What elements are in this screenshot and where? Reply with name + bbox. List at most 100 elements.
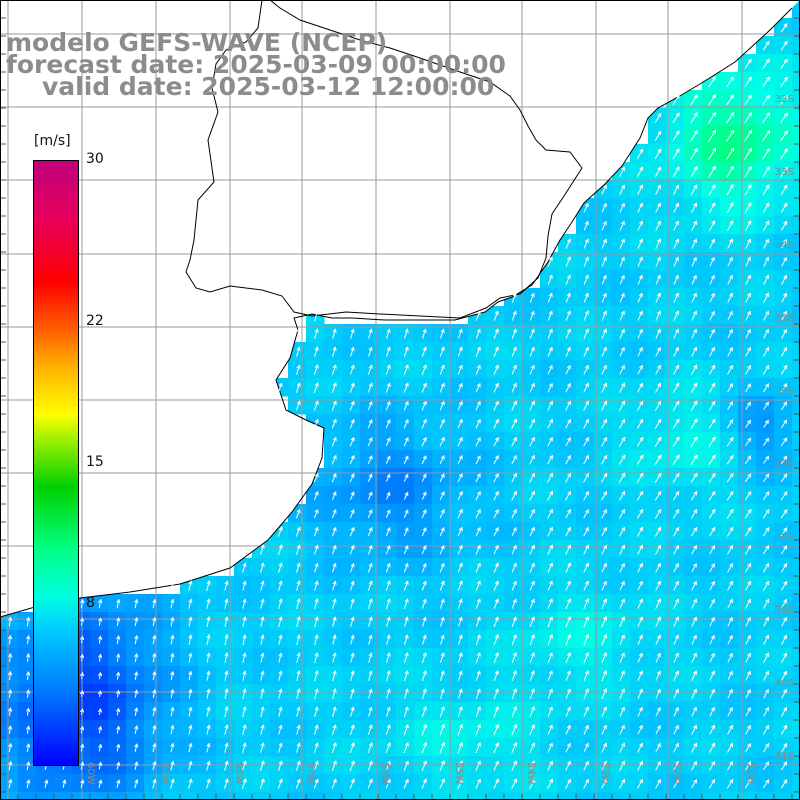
arrow-shaft [421, 706, 427, 718]
arrow-head [748, 111, 753, 117]
arrow-head [657, 436, 662, 441]
field-cell [774, 576, 793, 595]
wind-arrow [655, 310, 661, 321]
arrow-head [512, 328, 517, 333]
arrow-head [639, 760, 643, 765]
arrow-head [458, 328, 463, 334]
arrow-head [494, 310, 499, 315]
wind-arrow [547, 436, 553, 447]
arrow-head [170, 616, 175, 622]
arrow-shaft [332, 581, 336, 591]
arrow-shaft [655, 581, 661, 591]
arrow-shaft [457, 778, 463, 790]
field-cell [540, 450, 559, 469]
wind-arrow [98, 617, 103, 626]
arrow-shaft [278, 599, 282, 609]
wind-arrow [762, 166, 770, 178]
field-cell [540, 414, 559, 433]
arrow-head [531, 526, 535, 532]
wind-arrow [726, 778, 734, 789]
arrow-head [422, 455, 427, 460]
wind-arrow [493, 310, 499, 321]
field-cell [360, 522, 379, 541]
arrow-head [476, 526, 481, 532]
field-cell [432, 648, 451, 667]
field-cell [666, 486, 685, 505]
arrow-shaft [457, 347, 463, 357]
field-cell [666, 270, 685, 289]
wind-arrow [583, 400, 589, 411]
arrow-head [332, 418, 337, 424]
field-cell [504, 486, 523, 505]
arrow-shaft [727, 563, 733, 573]
field-cell [702, 180, 721, 199]
arrow-head [639, 472, 644, 477]
field-cell [288, 522, 307, 541]
arrow-shaft [565, 779, 571, 789]
field-cell [630, 792, 649, 800]
arrow-shaft [511, 527, 517, 537]
arrow-head [711, 400, 716, 406]
wind-arrow [260, 688, 265, 699]
arrow-shaft [421, 383, 427, 393]
wind-arrow [242, 705, 247, 718]
arrow-head [549, 633, 553, 639]
wind-arrow [637, 274, 643, 285]
arrow-shaft [726, 473, 734, 483]
arrow-head [332, 598, 337, 603]
arrow-shaft [637, 203, 643, 213]
arrow-head [494, 580, 499, 585]
arrow-shaft [314, 635, 318, 645]
field-cell [738, 558, 757, 577]
arrow-shaft [385, 492, 391, 500]
wind-arrow [188, 616, 193, 627]
wind-arrow [278, 724, 283, 735]
arrow-head [621, 760, 626, 765]
field-cell [666, 576, 685, 595]
field-cell [774, 792, 793, 800]
field-cell [450, 576, 469, 595]
arrow-shaft [725, 147, 735, 161]
arrow-shaft [691, 311, 697, 321]
field-cell [612, 522, 631, 541]
field-cell [522, 576, 541, 595]
arrow-shaft [367, 437, 373, 447]
wind-arrow [493, 670, 499, 682]
wind-arrow [349, 400, 355, 411]
field-cell [684, 594, 703, 613]
arrow-head [476, 616, 481, 621]
field-cell [396, 378, 415, 397]
field-cell [396, 396, 415, 415]
field-cell [648, 594, 667, 613]
field-cell [306, 342, 325, 361]
arrow-head [621, 742, 625, 747]
wind-arrow [367, 491, 373, 500]
arrow-head [530, 292, 535, 298]
arrow-head [260, 688, 265, 693]
field-cell [774, 612, 793, 631]
wind-arrow [673, 580, 679, 591]
arrow-head [404, 400, 409, 406]
field-cell [504, 504, 523, 523]
wind-arrow [655, 292, 661, 303]
arrow-shaft [781, 257, 787, 267]
field-cell [468, 522, 487, 541]
wind-arrow [332, 652, 337, 663]
field-cell [288, 792, 307, 800]
arrow-shaft [421, 760, 427, 772]
arrow-shaft [565, 473, 571, 483]
arrow-shaft [691, 221, 697, 231]
arrow-head [567, 544, 571, 549]
field-cell [792, 216, 800, 235]
arrow-shaft [691, 635, 697, 645]
arrow-shaft [439, 724, 445, 736]
wind-arrow [8, 616, 13, 627]
field-cell [504, 558, 523, 577]
wind-arrow [690, 508, 698, 519]
arrow-head [368, 616, 373, 621]
arrow-head [260, 562, 265, 567]
field-cell [756, 162, 775, 181]
arrow-head [675, 400, 680, 405]
field-cell [432, 612, 451, 631]
field-cell [702, 468, 721, 487]
